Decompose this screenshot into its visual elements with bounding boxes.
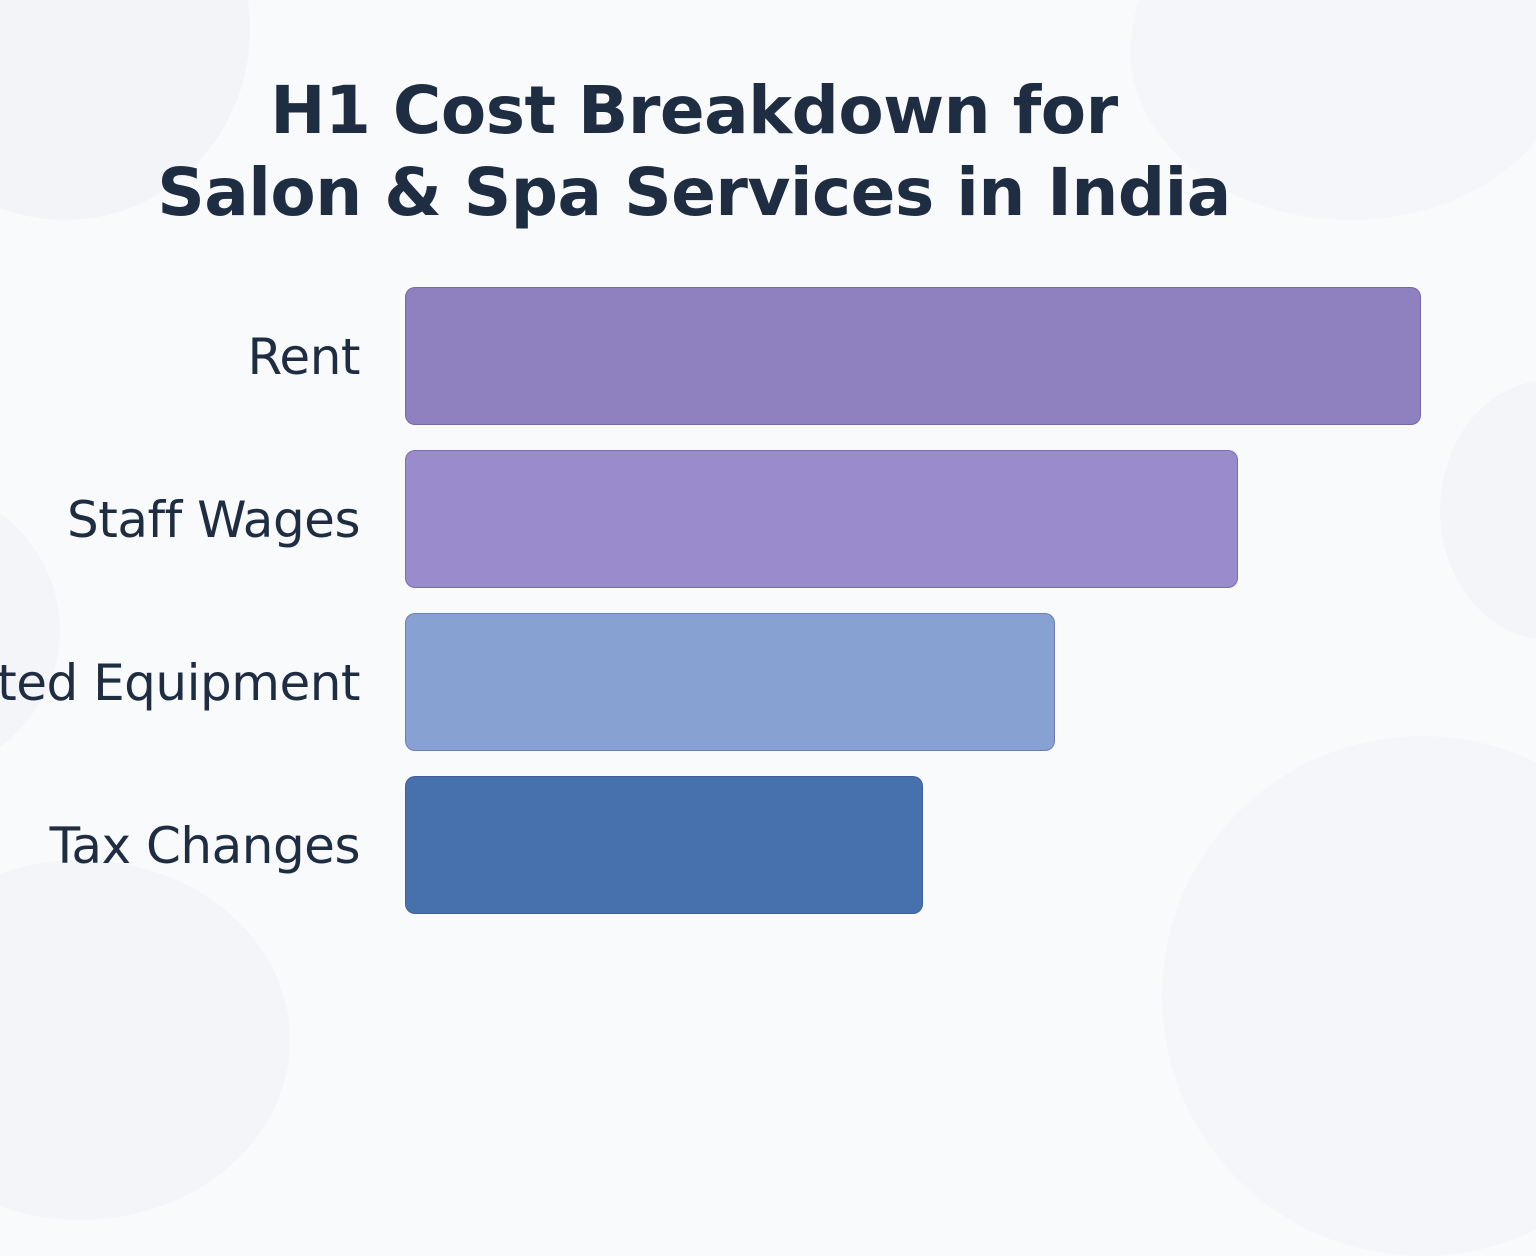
- bar-label: Imported Equipment: [0, 654, 360, 712]
- chart-title-line-2: Salon & Spa Services in India: [157, 154, 1231, 231]
- chart-title-line-1: H1 Cost Breakdown for: [270, 72, 1118, 149]
- bar-rent: [405, 287, 1421, 425]
- chart-title: H1 Cost Breakdown for Salon & Spa Servic…: [0, 70, 1388, 234]
- bar-imported-equipment: [405, 613, 1056, 751]
- bar-row-imported-equipment: Imported Equipment: [0, 613, 1536, 753]
- bar-row-staff-wages: Staff Wages: [0, 450, 1536, 590]
- bar-row-rent: Rent: [0, 287, 1536, 427]
- bar-staff-wages: [405, 450, 1239, 588]
- bar-label: Staff Wages: [66, 491, 361, 549]
- bar-chart: Rent Staff Wages Imported Equipment Tax …: [0, 287, 1536, 916]
- bar-label: Tax Changes: [49, 817, 361, 875]
- bar-row-tax-changes: Tax Changes: [0, 776, 1536, 916]
- bar-label: Rent: [247, 328, 360, 386]
- bar-tax-changes: [405, 776, 924, 914]
